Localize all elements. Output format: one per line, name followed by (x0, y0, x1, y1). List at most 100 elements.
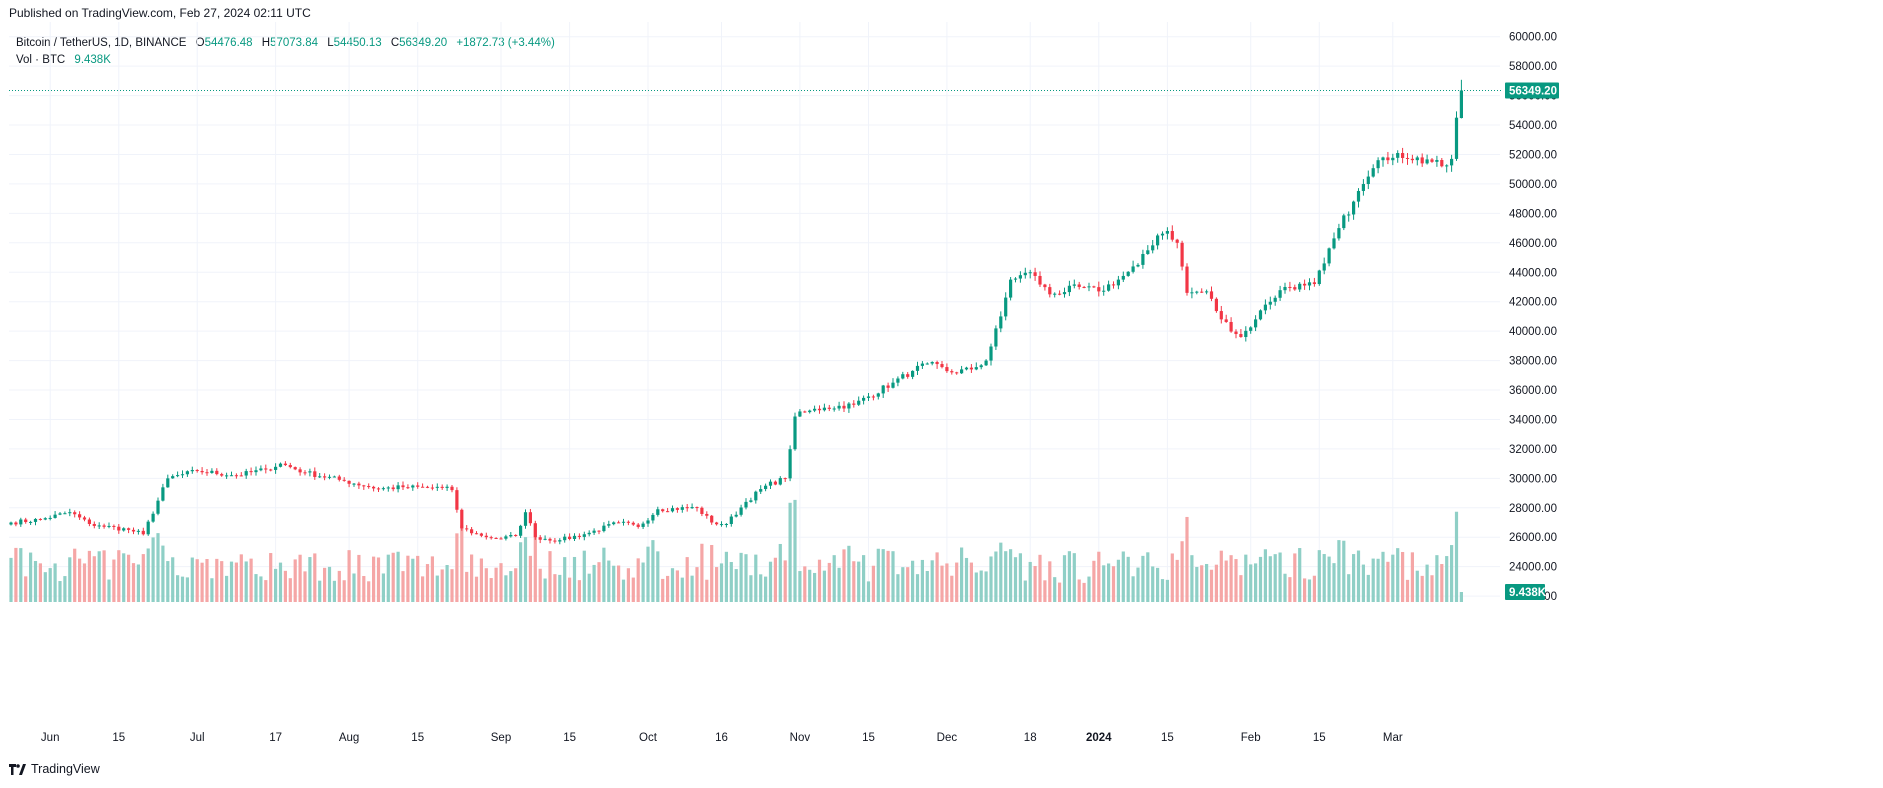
candle-body (313, 471, 317, 477)
candle-body (1307, 282, 1312, 286)
candle-body (479, 533, 483, 536)
time-tick-label: Nov (790, 732, 811, 744)
axis-badges: 56349.20 9.438K (1505, 82, 1559, 600)
volume-bar (396, 551, 400, 602)
candle-body (1430, 159, 1434, 162)
volume-bar (572, 556, 577, 602)
volume-bar (739, 552, 743, 602)
volume-bar (234, 562, 238, 602)
volume-bar (411, 558, 415, 602)
volume-bar (1322, 554, 1326, 602)
volume-bar (621, 579, 626, 602)
time-tick-label: Jun (41, 732, 60, 744)
candle-body (1200, 291, 1204, 293)
candle-body (450, 486, 454, 491)
candle-body (969, 367, 973, 370)
volume-bar (553, 574, 557, 602)
candle-body (1298, 283, 1302, 290)
candle-body (773, 481, 777, 485)
candle-body (445, 486, 449, 488)
price-tick-label: 32000.00 (1509, 444, 1557, 456)
candle-body (1386, 157, 1390, 161)
volume-bar (964, 557, 969, 602)
volume-bar (425, 564, 430, 602)
candle-body (906, 374, 910, 377)
candle-body (710, 515, 714, 523)
volume-bar (107, 579, 111, 602)
candle-body (1263, 304, 1267, 311)
candle-body (136, 530, 140, 532)
volume-bar (205, 559, 209, 602)
candle-body (695, 507, 699, 509)
candle-body (474, 533, 479, 535)
candle-body (151, 513, 155, 522)
time-tick-label: 15 (1161, 732, 1174, 744)
volume-bar (700, 543, 704, 602)
volume-bar (1278, 552, 1282, 602)
volume-bar (920, 559, 924, 602)
volume-bar (827, 562, 831, 602)
candle-body (249, 471, 253, 473)
volume-bar (504, 575, 508, 602)
candle-body (68, 512, 72, 514)
candle-body (827, 407, 831, 409)
candle-body (1209, 291, 1214, 299)
candle-body (1141, 253, 1145, 265)
volume-bar (984, 571, 988, 602)
candle-body (1278, 290, 1282, 298)
volume-bar (1347, 574, 1351, 602)
volume-bar (1273, 554, 1277, 602)
price-tick-label: 48000.00 (1509, 208, 1557, 220)
volume-bar (705, 579, 709, 602)
candle-body (298, 469, 302, 473)
price-axis: 60000.0058000.0056000.0054000.0052000.00… (1509, 32, 1557, 603)
candle-body (1258, 310, 1263, 320)
volume-bar (1293, 553, 1297, 602)
volume-bar (53, 563, 57, 602)
volume-bar (1391, 554, 1395, 602)
volume-bar (24, 576, 28, 602)
candle-body (63, 513, 67, 515)
candle-body (411, 485, 415, 488)
volume-bar (1043, 580, 1047, 602)
tradingview-brand: TradingView (31, 762, 100, 776)
candle-body (171, 476, 175, 479)
candle-body (1273, 297, 1277, 302)
volume-bar (857, 561, 861, 602)
volume-bar (1415, 570, 1419, 602)
tradingview-logo-icon (9, 763, 27, 775)
tradingview-footer[interactable]: TradingView (9, 762, 100, 776)
symbol-label[interactable]: Bitcoin / TetherUS, 1D, BINANCE (16, 37, 187, 49)
time-axis: Jun 15 Jul 17 Aug 15 Sep 15 Oct 16 Nov 15 Dec 18 2024 1… (41, 732, 1403, 744)
candle-body (425, 486, 430, 488)
volume-bar (1058, 582, 1062, 602)
volume-bar (935, 552, 939, 602)
candle-body (617, 522, 621, 524)
volume-bar (1190, 555, 1194, 602)
volume-bar (690, 575, 694, 602)
volume-bar (259, 576, 263, 602)
candle-body (862, 397, 866, 401)
volume-bar (1317, 550, 1321, 602)
volume-label[interactable]: Vol · BTC (16, 54, 66, 66)
candle-body (563, 536, 567, 541)
candle-body (528, 512, 532, 524)
candle-body (715, 522, 719, 525)
candle-body (857, 400, 861, 405)
volume-bar (945, 563, 949, 602)
candle-body (602, 525, 606, 532)
volume-bar (239, 554, 243, 602)
volume-bar (1459, 592, 1463, 602)
candle-body (1102, 290, 1106, 292)
candle-body (254, 470, 258, 473)
volume-bar (783, 560, 787, 602)
candle-body (631, 522, 635, 525)
volume-bar (1356, 550, 1361, 602)
volume-bar (1028, 561, 1032, 602)
volume-bar (136, 564, 140, 602)
volume-bar (641, 562, 645, 602)
candle-body (195, 470, 199, 472)
volume-bar (465, 571, 469, 602)
candle-body (641, 523, 645, 527)
